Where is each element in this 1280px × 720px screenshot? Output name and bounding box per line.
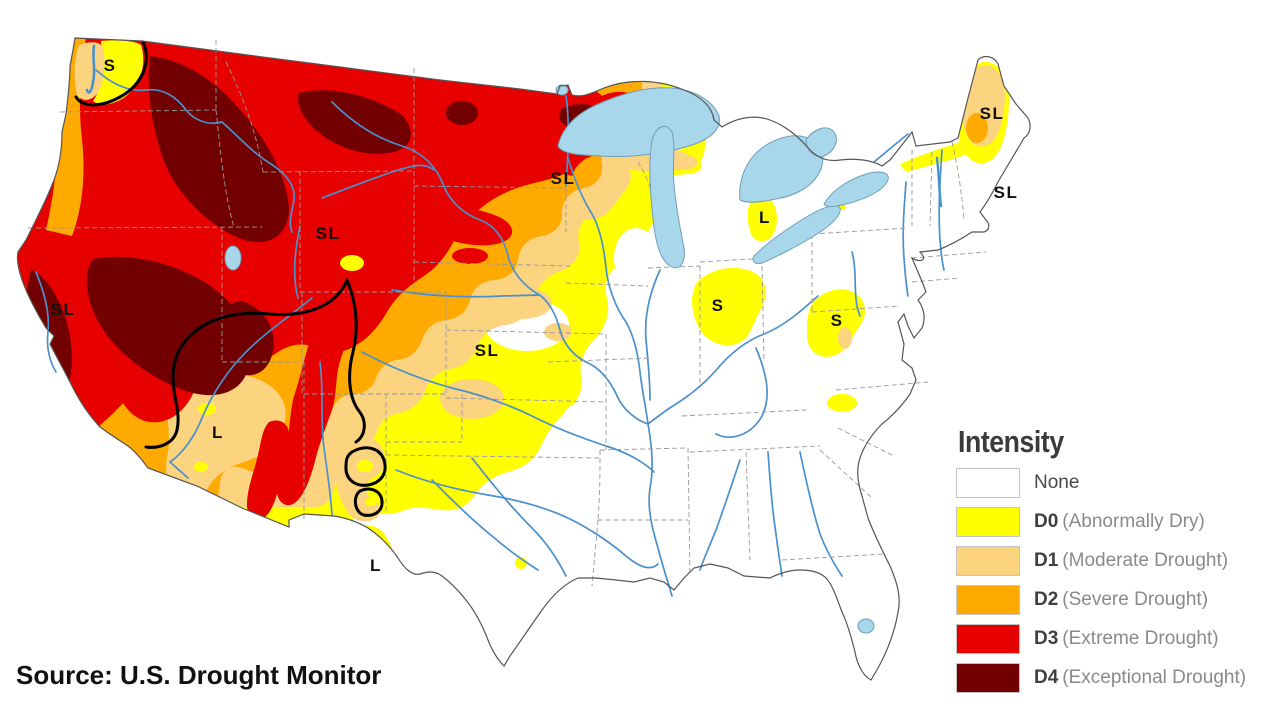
legend-row-d2: D2 (Severe Drought): [956, 585, 1276, 615]
lake-superior: [557, 87, 720, 157]
legend-label-d3: (Extreme Drought): [1062, 628, 1219, 649]
lake-erie: [752, 205, 841, 264]
layer-d1-washington: [74, 42, 105, 100]
georgian-bay: [805, 127, 837, 158]
map-label: SL: [980, 104, 1005, 123]
legend-swatch-d4: [956, 663, 1020, 693]
legend-code-d0: D0: [1034, 511, 1059, 532]
legend-code-d1: D1: [1034, 550, 1059, 571]
lake-ontario: [823, 171, 889, 208]
legend-swatch-d1: [956, 546, 1020, 576]
legend-row-d1: D1 (Moderate Drought): [956, 546, 1276, 576]
legend-label-d1: (Moderate Drought): [1062, 550, 1229, 571]
legend-row-d0: D0 (Abnormally Dry): [956, 507, 1276, 537]
legend-row-d4: D4 (Exceptional Drought): [956, 663, 1276, 693]
legend-title: Intensity: [958, 424, 1064, 459]
legend-swatch-d3: [956, 624, 1020, 654]
map-label: SL: [994, 183, 1019, 202]
map-label: SL: [551, 169, 576, 188]
legend-swatch-d2: [956, 585, 1020, 615]
legend-code-d4: D4: [1034, 667, 1059, 688]
legend-label-none: None: [1034, 472, 1080, 493]
map-label: L: [212, 423, 224, 442]
great-salt-lake: [224, 245, 242, 271]
map-label: L: [370, 556, 382, 575]
map-label: S: [712, 296, 725, 315]
drought-type-labels: S SL SL SL L S S SL L L SL SL: [51, 56, 1019, 575]
map-label: SL: [51, 300, 76, 319]
legend-label-d0: (Abnormally Dry): [1062, 511, 1205, 532]
legend-rows: None D0 (Abnormally Dry) D1 (Moderate Drou…: [956, 468, 1276, 693]
great-lakes: [224, 84, 889, 634]
legend-row-none: None: [956, 468, 1276, 498]
legend-swatch-none: [956, 468, 1020, 498]
legend-row-d3: D3 (Extreme Drought): [956, 624, 1276, 654]
legend-label-d2: (Severe Drought): [1062, 589, 1209, 610]
legend-label-d4: (Exceptional Drought): [1062, 667, 1247, 688]
legend-code-d2: D2: [1034, 589, 1059, 610]
source-attribution: Source: U.S. Drought Monitor: [16, 660, 382, 690]
legend-swatch-d0: [956, 507, 1020, 537]
state-borders: [27, 40, 987, 587]
legend-code-d3: D3: [1034, 628, 1059, 649]
map-label: S: [831, 311, 844, 330]
map-label: SL: [475, 341, 500, 360]
map-label: SL: [316, 224, 341, 243]
map-label: L: [759, 208, 771, 227]
intensity-legend: Intensity None D0 (Abnormally Dry) D1 (Mod…: [956, 424, 1276, 693]
lake-michigan: [649, 125, 685, 269]
map-label: S: [104, 56, 117, 75]
lake-okeechobee: [857, 618, 875, 634]
drought-contours: [74, 40, 387, 517]
